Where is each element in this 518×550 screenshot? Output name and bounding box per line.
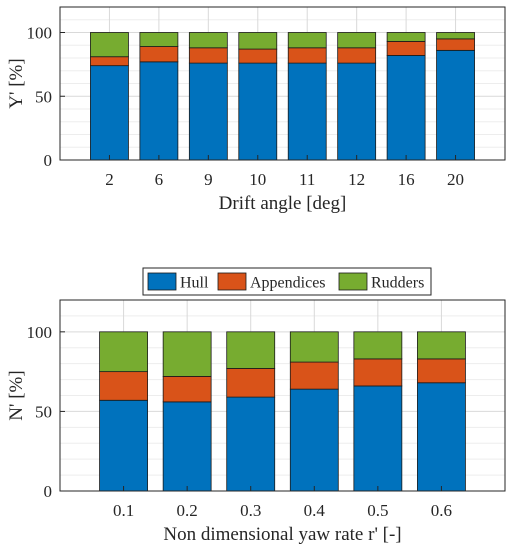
axes-frame (59, 299, 506, 492)
bar-appendices-0.3 (226, 368, 276, 398)
bar-rudders-9 (188, 32, 228, 49)
y-tick-label: 50 (35, 402, 52, 421)
y-tick-label: 0 (44, 151, 53, 170)
x-tick-label: 20 (447, 170, 464, 189)
bar-hull-12 (337, 62, 377, 161)
bar-appendices-12 (337, 47, 377, 64)
bar-rudders-0.5 (353, 331, 403, 360)
x-axis-label: Non dimensional yaw rate r' [-] (163, 524, 401, 545)
legend-label-hull: Hull (180, 275, 209, 292)
bar-hull-10 (238, 62, 278, 161)
bar-stack-12 (337, 32, 377, 161)
legend-box (142, 267, 432, 296)
bar-rudders-11 (287, 32, 327, 49)
bar-hull-0.5 (353, 385, 403, 492)
bar-rudders-10 (238, 32, 278, 50)
bar-stack-11 (287, 32, 327, 161)
x-tick-label: 6 (155, 170, 164, 189)
bar-appendices-0.1 (99, 371, 148, 401)
bar-stack-9 (188, 32, 228, 161)
legend-item-rudders: Rudders (338, 272, 424, 292)
bar-appendices-0.6 (417, 358, 466, 384)
bar-appendices-16 (386, 41, 426, 56)
bar-rudders-0.1 (99, 331, 148, 373)
bar-hull-0.1 (99, 399, 148, 492)
x-tick-label: 0.2 (177, 501, 198, 520)
x-tick-label: 0.3 (240, 501, 261, 520)
bar-rudders-0.2 (162, 331, 212, 377)
y-tick-label: 100 (27, 24, 53, 43)
chart-yaw-moment: 0 50 100 0.1 0.2 0.3 0.4 0.5 0.6 Non dimensional … (6, 299, 506, 545)
bar-hull-0.6 (417, 382, 466, 492)
y-tick-label: 100 (27, 323, 53, 342)
bar-stack-10 (238, 32, 278, 161)
x-tick-label: 0.5 (367, 501, 388, 520)
bar-rudders-6 (139, 32, 179, 47)
bar-hull-11 (287, 62, 327, 161)
bar-stack-0.1 (99, 331, 148, 492)
bar-rudders-2 (90, 32, 129, 58)
bar-hull-0.3 (226, 396, 276, 492)
chart-lateral-force: 0 50 100 2 6 9 10 11 12 16 20 Drift angle [deg] Y' [… (6, 6, 506, 214)
bar-appendices-10 (238, 48, 278, 64)
x-tick-label: 11 (299, 170, 315, 189)
legend-item-appendices: Appendices (217, 272, 326, 292)
x-tick-label: 0.6 (431, 501, 452, 520)
x-tick-label: 0.4 (304, 501, 326, 520)
x-tick-label: 0.1 (113, 501, 134, 520)
y-axis-label: N' [%] (6, 370, 27, 420)
bar-rudders-20 (436, 32, 475, 40)
bar-hull-6 (139, 61, 179, 161)
bar-rudders-16 (386, 32, 426, 42)
bar-hull-9 (188, 62, 228, 161)
bar-hull-2 (90, 65, 129, 161)
bar-stack-6 (139, 32, 179, 161)
x-tick-label: 10 (249, 170, 266, 189)
bar-appendices-2 (90, 56, 129, 67)
bar-stack-0.3 (226, 331, 276, 492)
x-tick-label: 9 (204, 170, 213, 189)
legend-label-appendices: Appendices (250, 275, 326, 292)
bar-hull-0.2 (162, 401, 212, 492)
y-axis-label: Y' [%] (6, 58, 27, 108)
bar-appendices-0.5 (353, 358, 403, 387)
x-axis-label: Drift angle [deg] (219, 193, 347, 214)
axes-frame (59, 6, 506, 161)
legend: Hull Appendices Rudders (142, 267, 432, 296)
bar-stack-0.4 (289, 331, 339, 492)
bar-appendices-0.2 (162, 375, 212, 403)
bar-appendices-0.4 (289, 361, 339, 390)
legend-label-rudders: Rudders (371, 275, 424, 292)
x-tick-label: 16 (398, 170, 415, 189)
bar-appendices-6 (139, 46, 179, 63)
bar-stack-20 (436, 32, 475, 161)
legend-item-hull: Hull (147, 272, 209, 292)
y-tick-label: 0 (44, 482, 53, 501)
legend-swatch-hull (147, 272, 177, 291)
bar-stack-16 (386, 32, 426, 161)
bar-rudders-0.6 (417, 331, 466, 360)
x-tick-label: 2 (105, 170, 114, 189)
bar-rudders-0.4 (289, 331, 339, 363)
x-tick-label: 12 (348, 170, 365, 189)
bar-stack-2 (90, 32, 129, 161)
bar-appendices-20 (436, 38, 475, 51)
bar-stack-0.6 (417, 331, 466, 492)
bar-rudders-12 (337, 32, 377, 49)
bar-hull-16 (386, 55, 426, 161)
bar-appendices-9 (188, 47, 228, 64)
bar-hull-20 (436, 49, 475, 161)
legend-swatch-appendices (217, 272, 247, 291)
legend-swatch-rudders (338, 272, 368, 291)
bar-hull-0.4 (289, 388, 339, 492)
bar-appendices-11 (287, 47, 327, 64)
bar-rudders-0.3 (226, 331, 276, 369)
y-tick-label: 50 (35, 87, 52, 106)
bar-stack-0.2 (162, 331, 212, 492)
bar-stack-0.5 (353, 331, 403, 492)
